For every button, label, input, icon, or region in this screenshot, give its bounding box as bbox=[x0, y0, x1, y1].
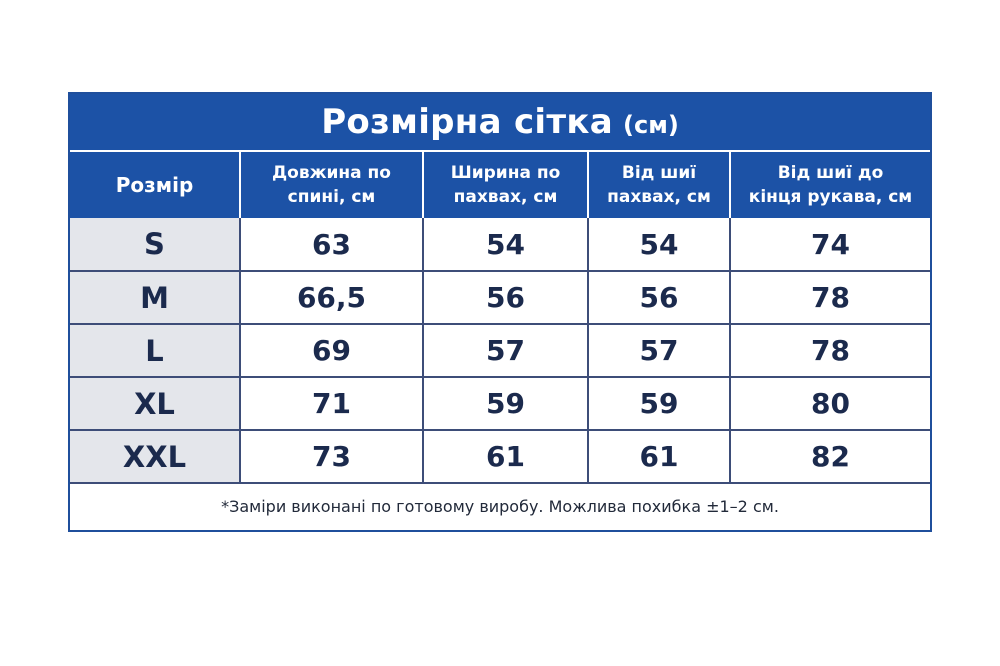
header-back-length-line-2: спині, см bbox=[287, 187, 376, 207]
header-neck-to-sleeve-end: Від шиї до кінця рукава, см bbox=[730, 152, 930, 218]
header-neck-to-armpit-line-1: Від шиї bbox=[621, 163, 697, 183]
table-row: L 69 57 57 78 bbox=[70, 324, 930, 378]
chest-width-cell: 59 bbox=[423, 377, 589, 431]
neck-to-armpit-cell: 54 bbox=[588, 218, 731, 272]
neck-to-sleeve-end-cell: 78 bbox=[730, 324, 930, 378]
size-cell: S bbox=[70, 218, 241, 272]
header-neck-to-sleeve-end-line-2: кінця рукава, см bbox=[748, 187, 913, 207]
neck-to-armpit-cell: 59 bbox=[588, 377, 731, 431]
neck-to-armpit-cell: 61 bbox=[588, 430, 731, 484]
size-cell: L bbox=[70, 324, 241, 378]
header-chest-width: Ширина по пахвах, см bbox=[423, 152, 589, 218]
size-chart-title: Розмірна сітка bbox=[321, 102, 614, 142]
neck-to-sleeve-end-cell: 80 bbox=[730, 377, 930, 431]
footnote-text: *Заміри виконані по готовому виробу. Мож… bbox=[221, 496, 779, 516]
back-length-cell: 66,5 bbox=[240, 271, 424, 325]
size-chart-title-unit: (см) bbox=[623, 111, 679, 139]
table-row: XXL 73 61 61 82 bbox=[70, 430, 930, 484]
size-chart-title-bar: Розмірна сітка (см) bbox=[70, 94, 930, 152]
table-header-row: Розмір Довжина по спині, см Ширина по па… bbox=[70, 152, 930, 218]
header-size: Розмір bbox=[70, 152, 241, 218]
header-neck-to-sleeve-end-line-1: Від шиї до bbox=[777, 163, 884, 183]
header-size-label: Розмір bbox=[115, 173, 194, 197]
header-back-length-line-1: Довжина по bbox=[272, 163, 391, 183]
chest-width-cell: 61 bbox=[423, 430, 589, 484]
neck-to-sleeve-end-cell: 82 bbox=[730, 430, 930, 484]
neck-to-sleeve-end-cell: 78 bbox=[730, 271, 930, 325]
size-cell: XXL bbox=[70, 430, 241, 484]
size-table: Розмір Довжина по спині, см Ширина по па… bbox=[70, 152, 930, 484]
size-cell: XL bbox=[70, 377, 241, 431]
measurement-footnote: *Заміри виконані по готовому виробу. Мож… bbox=[70, 482, 930, 530]
header-chest-width-line-2: пахвах, см bbox=[453, 187, 558, 207]
neck-to-armpit-cell: 56 bbox=[588, 271, 731, 325]
header-chest-width-line-1: Ширина по bbox=[450, 163, 561, 183]
header-neck-to-armpit: Від шиї пахвах, см bbox=[588, 152, 731, 218]
neck-to-armpit-cell: 57 bbox=[588, 324, 731, 378]
header-neck-to-armpit-line-2: пахвах, см bbox=[607, 187, 711, 207]
table-row: S 63 54 54 74 bbox=[70, 218, 930, 272]
chest-width-cell: 56 bbox=[423, 271, 589, 325]
size-chart: Розмірна сітка (см) Розмір Довжина по сп… bbox=[68, 92, 932, 532]
back-length-cell: 73 bbox=[240, 430, 424, 484]
size-cell: M bbox=[70, 271, 241, 325]
chest-width-cell: 57 bbox=[423, 324, 589, 378]
back-length-cell: 69 bbox=[240, 324, 424, 378]
table-row: XL 71 59 59 80 bbox=[70, 377, 930, 431]
neck-to-sleeve-end-cell: 74 bbox=[730, 218, 930, 272]
back-length-cell: 71 bbox=[240, 377, 424, 431]
table-row: M 66,5 56 56 78 bbox=[70, 271, 930, 325]
back-length-cell: 63 bbox=[240, 218, 424, 272]
header-back-length: Довжина по спині, см bbox=[240, 152, 424, 218]
chest-width-cell: 54 bbox=[423, 218, 589, 272]
